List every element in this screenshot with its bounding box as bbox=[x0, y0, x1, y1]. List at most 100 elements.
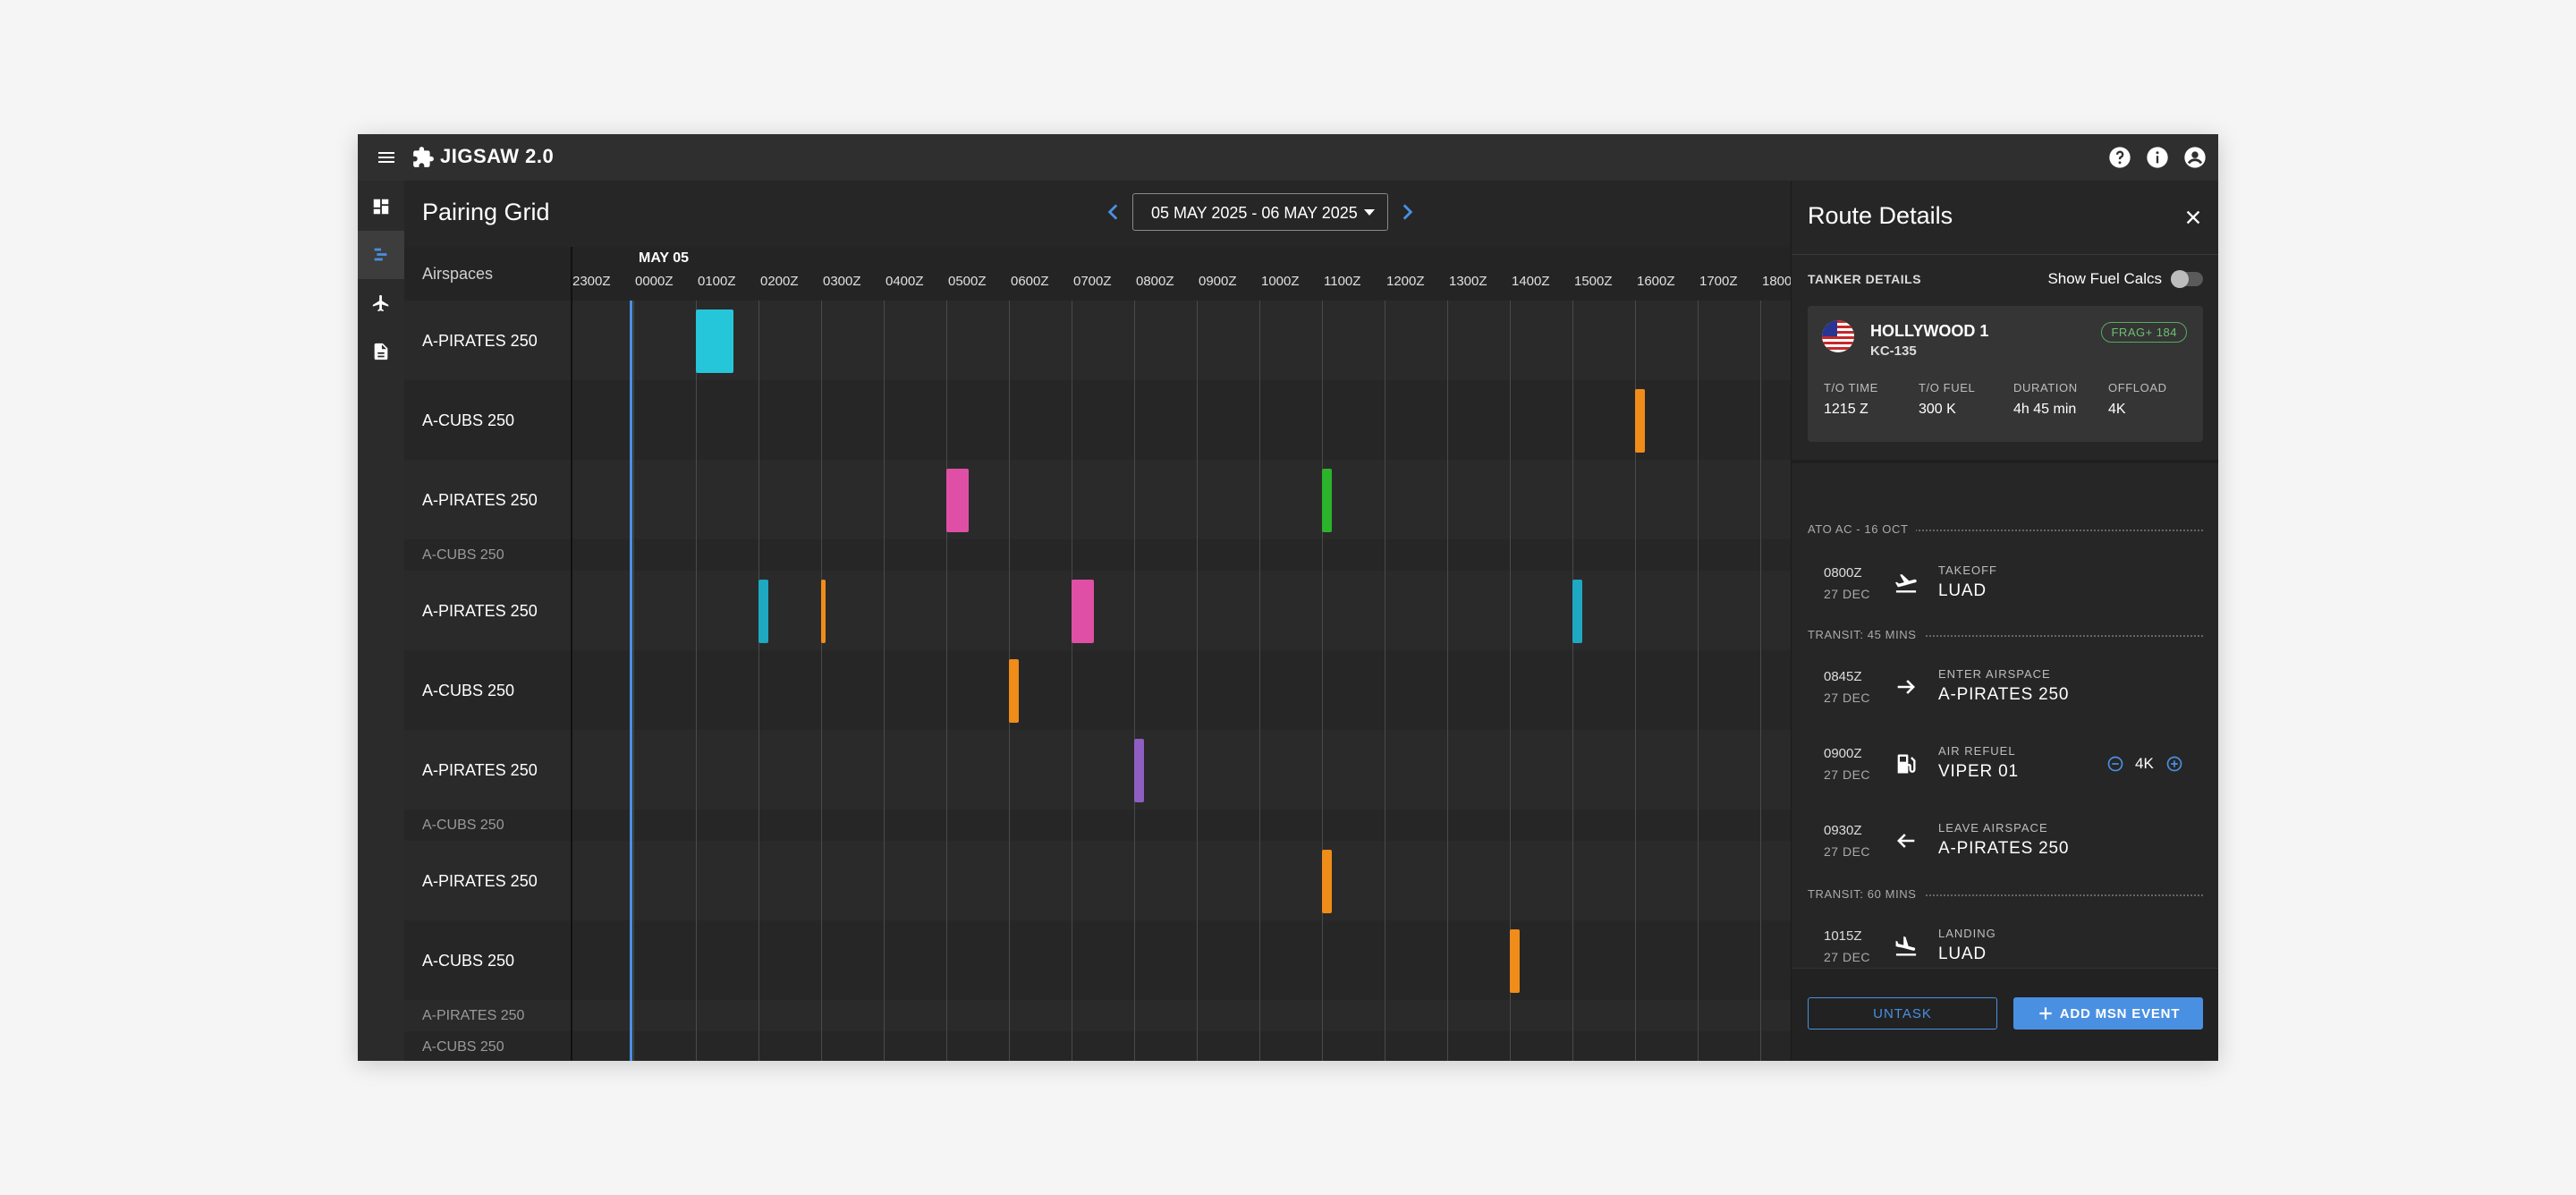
app-window: JIGSAW 2.0 Pairing Grid 05 MAY 2025 - 06… bbox=[358, 134, 2218, 1061]
time-tick-label: 0600Z bbox=[1011, 274, 1049, 289]
offload-stepper: 4K bbox=[2106, 753, 2187, 775]
help-icon[interactable] bbox=[2107, 145, 2132, 170]
airspace-label[interactable]: A-CUBS 250 bbox=[422, 547, 504, 563]
tanker-card: HOLLYWOOD 1 KC-135 FRAG+ 184 T/O TIME 121… bbox=[1808, 306, 2203, 442]
hour-gridline bbox=[821, 301, 822, 1061]
mission-bar[interactable] bbox=[1072, 580, 1094, 643]
airspace-row: A-CUBS 250 bbox=[404, 539, 1791, 571]
rail-documents[interactable] bbox=[358, 327, 404, 376]
hour-gridline bbox=[1635, 301, 1636, 1061]
untask-button[interactable]: UNTASK bbox=[1808, 997, 1997, 1030]
airspace-row: A-PIRATES 250 bbox=[404, 841, 1791, 920]
airspace-label[interactable]: A-CUBS 250 bbox=[422, 952, 515, 970]
mission-bar[interactable] bbox=[696, 309, 733, 373]
airspace-label[interactable]: A-CUBS 250 bbox=[422, 818, 504, 833]
hour-gridline bbox=[1572, 301, 1573, 1061]
airspace-label[interactable]: A-PIRATES 250 bbox=[422, 761, 538, 779]
chevron-left-icon[interactable] bbox=[1102, 200, 1125, 224]
airspace-label[interactable]: A-PIRATES 250 bbox=[422, 602, 538, 620]
mission-bar[interactable] bbox=[1322, 850, 1332, 913]
airspace-label[interactable]: A-PIRATES 250 bbox=[422, 332, 538, 350]
time-tick-label: 0000Z bbox=[635, 274, 674, 289]
time-tick-label: 0100Z bbox=[698, 274, 736, 289]
hour-gridline bbox=[1447, 301, 1448, 1061]
hour-gridline bbox=[1510, 301, 1511, 1061]
rail-dashboard[interactable] bbox=[358, 182, 404, 231]
account-icon[interactable] bbox=[2182, 145, 2207, 170]
panel-section-divider bbox=[1792, 460, 2218, 463]
event-leave-airspace[interactable]: 0930Z 27 DEC LEAVE AIRSPACE A-PIRATES 250 bbox=[1824, 821, 2070, 859]
timeline-bars-icon bbox=[374, 248, 387, 261]
airspace-label[interactable]: A-PIRATES 250 bbox=[422, 491, 538, 509]
rail-pairing-grid[interactable] bbox=[358, 231, 404, 279]
plus-circle-icon[interactable] bbox=[2165, 755, 2183, 773]
airspace-row: A-CUBS 250 bbox=[404, 809, 1791, 841]
airspace-label[interactable]: A-CUBS 250 bbox=[422, 411, 515, 429]
time-tick-label: 0200Z bbox=[760, 274, 799, 289]
us-flag-icon bbox=[1822, 320, 1854, 352]
rail-flights[interactable] bbox=[358, 279, 404, 327]
time-tick-label: 1500Z bbox=[1574, 274, 1613, 289]
menu-icon[interactable] bbox=[376, 147, 397, 168]
fuel-calcs-label: Show Fuel Calcs bbox=[2047, 270, 2162, 287]
time-tick-label: 1000Z bbox=[1261, 274, 1300, 289]
stat-offload: OFFLOAD 4K bbox=[2108, 381, 2167, 417]
time-tick-label: 0700Z bbox=[1073, 274, 1112, 289]
event-landing[interactable]: 1015Z 27 DEC LANDING LUAD bbox=[1824, 927, 1996, 964]
info-icon[interactable] bbox=[2145, 145, 2170, 170]
frag-badge: FRAG+ 184 bbox=[2101, 322, 2187, 343]
takeoff-icon bbox=[1894, 573, 1917, 593]
airspace-row: A-PIRATES 250 bbox=[404, 571, 1791, 650]
event-air-refuel[interactable]: 0900Z 27 DEC AIR REFUEL VIPER 01 4K bbox=[1808, 741, 2203, 794]
date-range-select[interactable]: 05 MAY 2025 - 06 MAY 2025 bbox=[1132, 193, 1388, 231]
stat-duration: DURATION 4h 45 min bbox=[2013, 381, 2078, 417]
hour-gridline bbox=[1698, 301, 1699, 1061]
nav-rail bbox=[358, 181, 404, 1061]
hour-gridline bbox=[884, 301, 885, 1061]
app-title: JIGSAW 2.0 bbox=[440, 145, 555, 167]
mission-bar[interactable] bbox=[1572, 580, 1582, 643]
airspaces-column-header: Airspaces bbox=[422, 265, 494, 283]
time-tick-label: 1700Z bbox=[1699, 274, 1738, 289]
mission-bar[interactable] bbox=[758, 580, 768, 643]
fuel-calcs-toggle[interactable] bbox=[2171, 270, 2203, 288]
hour-gridline bbox=[758, 301, 759, 1061]
add-msn-event-button[interactable]: ADD MSN EVENT bbox=[2013, 997, 2203, 1030]
hour-gridline bbox=[946, 301, 947, 1061]
mission-bar[interactable] bbox=[1322, 469, 1332, 532]
airspace-label[interactable]: A-PIRATES 250 bbox=[422, 1008, 525, 1023]
time-tick-label: 0300Z bbox=[823, 274, 861, 289]
airspace-row: A-CUBS 250 bbox=[404, 650, 1791, 730]
mission-bar[interactable] bbox=[1635, 389, 1645, 453]
airplane-icon bbox=[372, 294, 389, 312]
airspace-label[interactable]: A-PIRATES 250 bbox=[422, 872, 538, 890]
panel-title: Route Details bbox=[1808, 202, 1953, 229]
time-tick-label: 0800Z bbox=[1136, 274, 1174, 289]
airspace-label[interactable]: A-CUBS 250 bbox=[422, 1039, 504, 1055]
time-tick-label: 2300Z bbox=[572, 274, 611, 289]
chevron-right-icon[interactable] bbox=[1395, 200, 1419, 224]
toggle-knob bbox=[2171, 270, 2189, 288]
close-icon[interactable] bbox=[2183, 208, 2203, 227]
panel-footer: UNTASK ADD MSN EVENT bbox=[1792, 968, 2218, 1061]
mission-bar[interactable] bbox=[1134, 739, 1144, 802]
time-tick-label: 1600Z bbox=[1637, 274, 1675, 289]
minus-circle-icon[interactable] bbox=[2106, 755, 2124, 773]
mission-bar[interactable] bbox=[821, 580, 826, 643]
mission-bar[interactable] bbox=[1009, 659, 1019, 723]
event-enter-airspace[interactable]: 0845Z 27 DEC ENTER AIRSPACE A-PIRATES 250 bbox=[1824, 667, 2070, 705]
airspace-label[interactable]: A-CUBS 250 bbox=[422, 682, 515, 699]
airspace-row: A-PIRATES 250 bbox=[404, 1000, 1791, 1031]
time-tick-label: 1300Z bbox=[1449, 274, 1487, 289]
event-takeoff[interactable]: 0800Z 27 DEC TAKEOFF LUAD bbox=[1824, 564, 1997, 601]
mission-bar[interactable] bbox=[946, 469, 969, 532]
hour-gridline bbox=[1259, 301, 1260, 1061]
timeline-header: Airspaces MAY 05 2300Z 0000Z 0100Z 0200Z 030… bbox=[404, 247, 1801, 301]
mission-bar[interactable] bbox=[1510, 929, 1520, 993]
current-time-indicator bbox=[629, 301, 632, 1061]
dashboard-icon bbox=[373, 199, 389, 215]
caret-down-icon bbox=[1364, 209, 1375, 216]
fuel-pump-icon bbox=[1897, 754, 1916, 774]
hour-gridline bbox=[1134, 301, 1135, 1061]
hour-gridline bbox=[696, 301, 697, 1061]
